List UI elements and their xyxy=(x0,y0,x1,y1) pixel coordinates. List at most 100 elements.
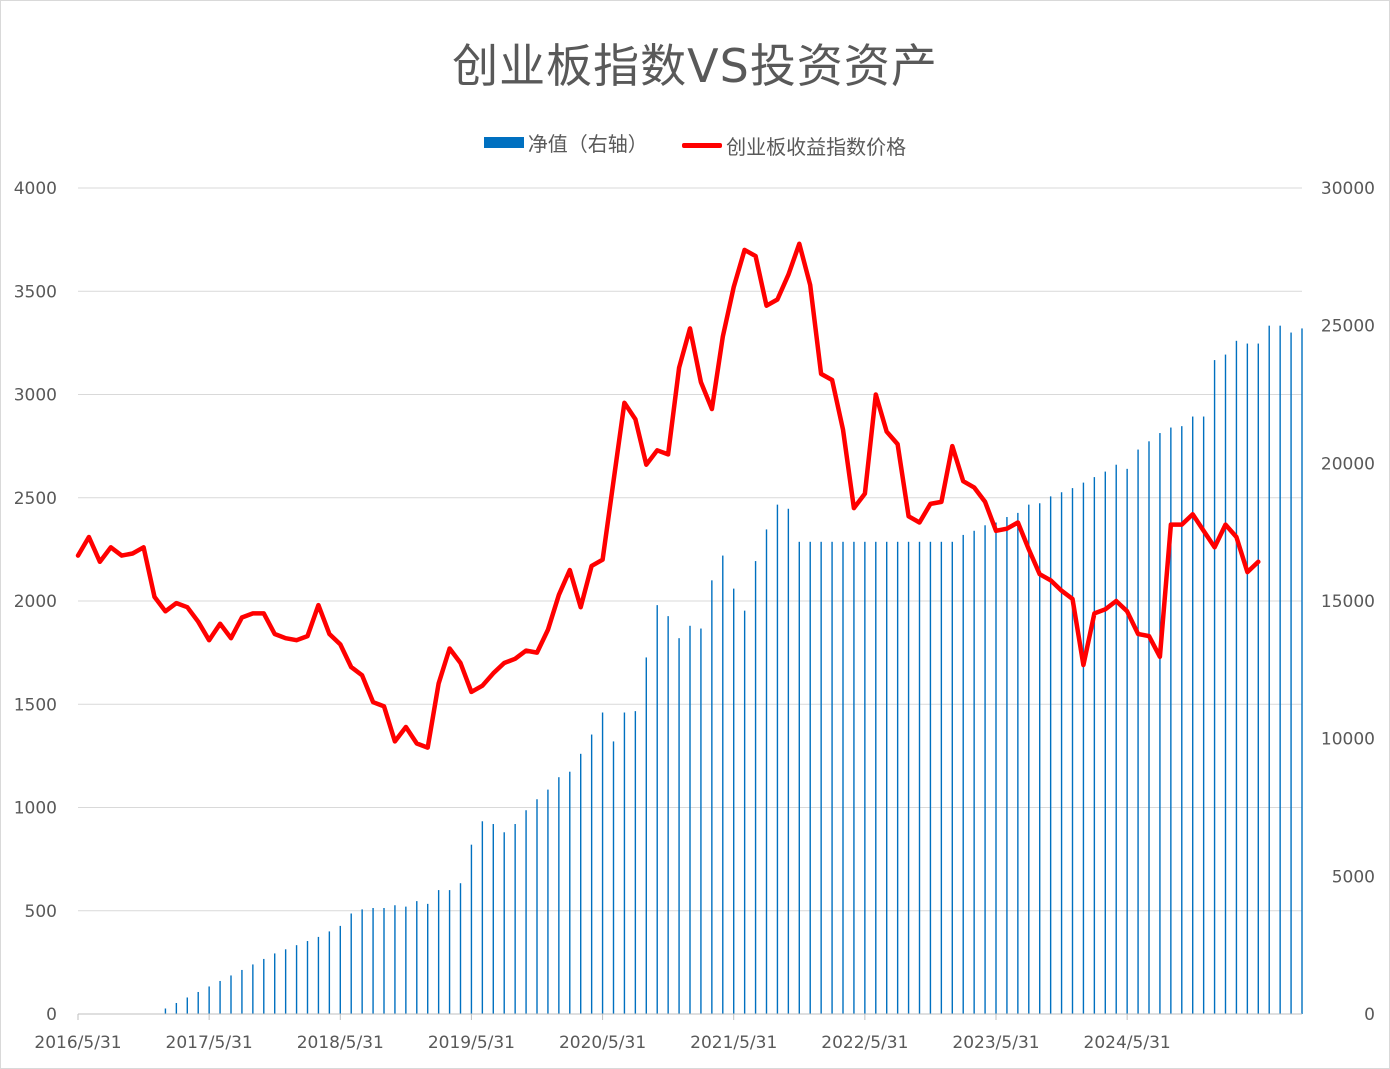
legend: 净值（右轴） 创业板收益指数价格 xyxy=(0,128,1390,160)
net-value-bar xyxy=(1049,496,1052,1015)
net-value-bar xyxy=(1224,354,1227,1014)
net-value-bar xyxy=(864,541,866,1014)
net-value-bar xyxy=(427,903,429,1014)
net-value-bar xyxy=(1159,433,1161,1015)
net-value-bar xyxy=(1082,482,1085,1014)
net-value-bar xyxy=(339,925,341,1014)
x-tick-label: 2017/5/31 xyxy=(166,1033,253,1053)
legend-swatch-line xyxy=(682,143,723,148)
net-value-bar xyxy=(896,541,899,1014)
net-value-bar xyxy=(1170,427,1172,1014)
net-value-bar xyxy=(263,958,265,1014)
net-value-bar xyxy=(1126,468,1128,1015)
net-value-bar xyxy=(536,799,538,1014)
index-price-polyline xyxy=(75,241,1261,750)
net-value-bar xyxy=(798,541,800,1014)
y-left-tick-label: 3500 xyxy=(14,282,57,302)
net-value-bar xyxy=(1181,426,1183,1014)
legend-item-index-price: 创业板收益指数价格 xyxy=(682,131,906,160)
net-value-bar xyxy=(328,931,331,1014)
net-value-bar xyxy=(853,541,855,1014)
net-value-bar xyxy=(776,504,779,1014)
net-value-bar xyxy=(656,605,658,1014)
y-right-tick-label: 25000 xyxy=(1321,317,1375,337)
y-left-tick-label: 4000 xyxy=(14,179,57,199)
net-value-bar xyxy=(820,541,822,1014)
net-value-bar xyxy=(186,997,188,1014)
net-value-bar xyxy=(252,964,254,1014)
net-value-bar xyxy=(1301,328,1303,1014)
net-value-bar xyxy=(1235,340,1238,1014)
net-value-bar xyxy=(1104,471,1106,1014)
y-left-tick-label: 1500 xyxy=(14,695,57,715)
net-value-bar xyxy=(1137,449,1139,1015)
net-value-bar xyxy=(175,1002,178,1014)
net-value-bar xyxy=(208,986,210,1014)
net-value-bar xyxy=(274,953,276,1014)
net-value-bar xyxy=(394,905,396,1014)
net-value-bar xyxy=(984,525,986,1014)
net-value-bar xyxy=(842,541,844,1014)
net-value-bar xyxy=(1148,441,1150,1015)
legend-swatch-bar xyxy=(483,137,524,148)
net-value-bar xyxy=(623,712,626,1014)
net-value-bar xyxy=(1290,332,1292,1014)
net-value-bar xyxy=(503,832,505,1014)
net-value-bar xyxy=(590,734,593,1014)
net-value-bar xyxy=(995,522,997,1014)
net-value-bar xyxy=(405,906,407,1014)
net-value-bar xyxy=(350,913,352,1014)
net-value-bar xyxy=(569,771,571,1014)
net-value-bar xyxy=(1115,464,1117,1015)
y-right-tick-label: 30000 xyxy=(1321,179,1375,199)
net-value-bar xyxy=(1060,492,1063,1014)
net-value-bar xyxy=(907,541,910,1014)
net-value-bar xyxy=(973,530,975,1014)
net-value-bar xyxy=(951,541,953,1014)
axes: 0 500 1000 1500 2000 2500 3000 3500 4000 0 5000 100… xyxy=(14,179,1375,1053)
y-left-tick-label: 500 xyxy=(25,902,57,922)
net-value-bar xyxy=(711,580,713,1014)
net-value-bar xyxy=(1279,325,1281,1015)
net-value-bar xyxy=(645,657,647,1014)
net-value-bar xyxy=(241,969,243,1014)
net-value-bar xyxy=(448,890,451,1014)
y-right-tick-label: 0 xyxy=(1364,1005,1375,1025)
net-value-bar xyxy=(601,712,604,1014)
net-value-bar xyxy=(700,628,702,1014)
legend-item-net-value: 净值（右轴） xyxy=(483,128,648,157)
net-value-bar xyxy=(962,534,964,1014)
net-value-bars xyxy=(164,325,1303,1015)
x-tick-label: 2024/5/31 xyxy=(1084,1033,1171,1053)
net-value-bar xyxy=(481,821,484,1014)
net-value-bar xyxy=(295,945,298,1014)
x-tick-label: 2023/5/31 xyxy=(952,1033,1039,1053)
x-tick-label: 2020/5/31 xyxy=(559,1033,646,1053)
net-value-bar xyxy=(547,789,549,1014)
net-value-bar xyxy=(1202,416,1205,1014)
net-value-bar xyxy=(1039,503,1041,1014)
net-value-bar xyxy=(470,844,473,1014)
net-value-bar xyxy=(689,625,691,1014)
net-value-bar xyxy=(219,980,221,1014)
x-tick-label: 2021/5/31 xyxy=(690,1033,777,1053)
net-value-bar xyxy=(459,883,462,1014)
y-right-tick-label: 10000 xyxy=(1321,730,1375,750)
net-value-bar xyxy=(197,991,199,1014)
net-value-bar xyxy=(1028,504,1030,1014)
net-value-bar xyxy=(1192,416,1194,1014)
net-value-bar xyxy=(525,810,527,1014)
net-value-bar xyxy=(940,541,943,1014)
index-price-line xyxy=(75,241,1261,750)
net-value-bar xyxy=(416,901,418,1014)
net-value-bar xyxy=(164,1008,167,1014)
net-value-bar xyxy=(678,638,680,1014)
net-value-bar xyxy=(809,541,811,1014)
y-left-tick-label: 0 xyxy=(46,1005,57,1025)
y-left-tick-label: 3000 xyxy=(14,386,57,406)
net-value-bar xyxy=(787,508,790,1014)
net-value-bar xyxy=(765,529,768,1014)
net-value-bar xyxy=(875,541,877,1014)
net-value-bar xyxy=(383,907,385,1014)
net-value-bar xyxy=(1268,325,1270,1015)
